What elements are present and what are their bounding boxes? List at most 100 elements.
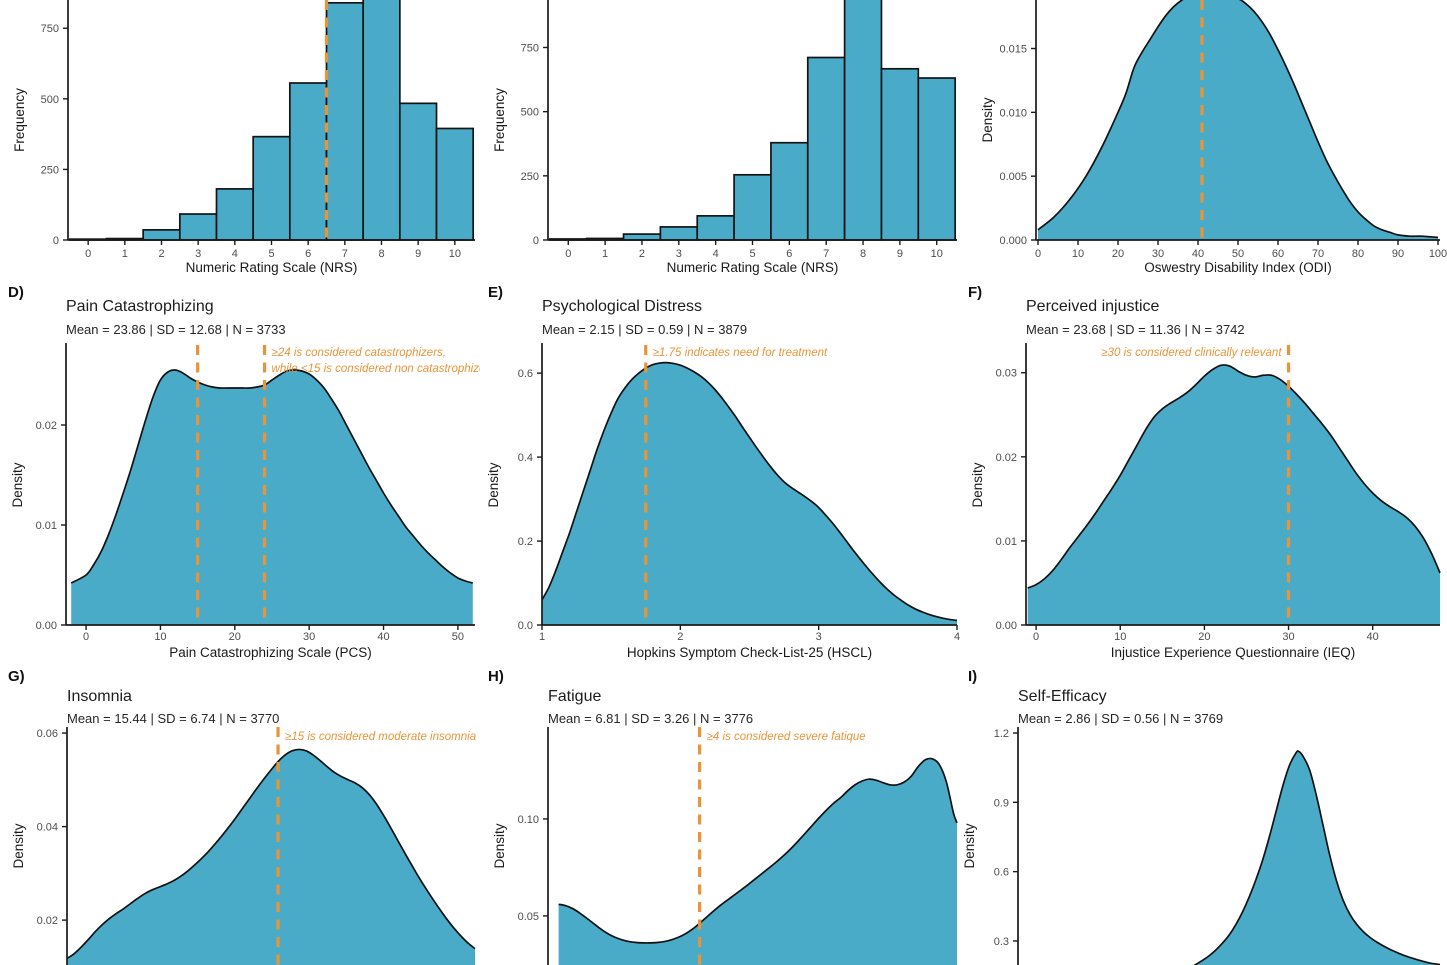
panel-g-insomnia-density-plot: 0.02 0.04 0.06 Density ≥15 is considered mod… <box>11 727 476 965</box>
svg-text:4: 4 <box>232 248 238 260</box>
svg-text:250: 250 <box>521 171 539 183</box>
svg-text:5: 5 <box>268 248 274 260</box>
axes <box>1025 343 1440 626</box>
svg-text:0.015: 0.015 <box>999 44 1027 56</box>
svg-text:10: 10 <box>449 248 461 260</box>
density-area <box>1195 750 1440 965</box>
svg-text:0.02: 0.02 <box>996 452 1017 464</box>
x-tick-labels: 0 10 20 30 40 50 <box>83 625 464 643</box>
y-tick-labels: 0.02 0.04 0.06 <box>37 728 67 927</box>
x-axis-label: Pain Catastrophizing Scale (PCS) <box>169 645 372 660</box>
y-axis-label: Density <box>486 462 501 507</box>
svg-text:0.4: 0.4 <box>518 452 533 464</box>
panel-g-title: Insomnia <box>67 688 132 705</box>
svg-text:1: 1 <box>602 248 608 260</box>
svg-text:0.6: 0.6 <box>518 368 533 380</box>
y-axis-label: Density <box>970 462 985 507</box>
svg-text:500: 500 <box>41 94 59 106</box>
panel-d: D) Pain Catastrophizing Mean = 23.86 | S… <box>0 278 480 662</box>
svg-text:2: 2 <box>677 631 683 643</box>
svg-text:8: 8 <box>378 248 384 260</box>
panel-a-nrs-histogram: 0 250 500 750 0 1 2 3 4 5 6 7 8 9 10 Numeric Rating Sca… <box>12 0 475 275</box>
svg-text:20: 20 <box>1198 631 1210 643</box>
panel-g: G) Insomnia Mean = 15.44 | SD = 6.74 | N… <box>0 662 480 965</box>
x-axis-label: Hopkins Symptom Check-List-25 (HSCL) <box>627 645 872 660</box>
svg-text:90: 90 <box>1392 248 1404 260</box>
panel-c: 0.000 0.005 0.010 0.015 0 10 20 30 40 50 60 70 80 90 1… <box>960 0 1447 278</box>
y-tick-labels: 0.000 0.005 0.010 0.015 <box>999 44 1036 247</box>
panel-i-label: I) <box>968 668 978 685</box>
panel-f-label: F) <box>968 284 983 301</box>
cutoff-annotation: ≥1.75 indicates need for treatment <box>653 347 828 359</box>
svg-text:20: 20 <box>1112 248 1124 260</box>
svg-text:8: 8 <box>860 248 866 260</box>
y-axis-label: Density <box>980 97 995 142</box>
y-axis-label: Frequency <box>12 88 27 152</box>
svg-text:30: 30 <box>1152 248 1164 260</box>
panel-i-title: Self-Efficacy <box>1018 688 1107 705</box>
x-tick-labels: 0 10 20 30 40 50 60 70 80 90 100 <box>1035 240 1447 260</box>
svg-text:40: 40 <box>1192 248 1204 260</box>
x-axis-label: Numeric Rating Scale (NRS) <box>186 260 358 275</box>
y-tick-labels: 0 250 500 750 <box>41 23 68 247</box>
panel-h-label: H) <box>488 668 504 685</box>
x-axis-label: Injustice Experience Questionnaire (IEQ) <box>1111 645 1356 660</box>
svg-text:10: 10 <box>1072 248 1084 260</box>
svg-text:10: 10 <box>1114 631 1126 643</box>
svg-text:9: 9 <box>897 248 903 260</box>
y-tick-labels: 0.0 0.2 0.4 0.6 <box>518 368 542 632</box>
svg-text:10: 10 <box>154 631 166 643</box>
svg-text:1: 1 <box>539 631 545 643</box>
panel-d-subtitle: Mean = 23.86 | SD = 12.68 | N = 3733 <box>66 322 286 337</box>
panel-b-nrs-histogram: 0 250 500 750 0 1 2 3 4 5 6 7 8 9 10 Numeric Rating Sca… <box>492 0 957 275</box>
panel-e-title: Psychological Distress <box>542 298 703 315</box>
panel-h-subtitle: Mean = 6.81 | SD = 3.26 | N = 3776 <box>548 711 754 726</box>
svg-text:70: 70 <box>1312 248 1324 260</box>
svg-text:1: 1 <box>122 248 128 260</box>
y-axis-label: Density <box>11 823 26 868</box>
svg-text:0.005: 0.005 <box>999 171 1027 183</box>
density-curve <box>1027 364 1441 589</box>
svg-text:0.01: 0.01 <box>996 536 1017 548</box>
panel-f: F) Perceived injustice Mean = 23.68 | SD… <box>960 278 1447 662</box>
svg-text:4: 4 <box>954 631 960 643</box>
y-tick-labels: 0.00 0.01 0.02 0.03 <box>996 368 1026 632</box>
panel-i-self-efficacy-density-plot: 0.3 0.6 0.9 1.2 Density <box>962 727 1441 965</box>
panel-h-title: Fatigue <box>548 688 602 705</box>
svg-text:750: 750 <box>41 23 59 35</box>
svg-text:9: 9 <box>415 248 421 260</box>
x-tick-labels: 1 2 3 4 <box>539 625 960 643</box>
svg-text:3: 3 <box>676 248 682 260</box>
svg-text:750: 750 <box>521 42 539 54</box>
panel-g-subtitle: Mean = 15.44 | SD = 6.74 | N = 3770 <box>67 711 280 726</box>
svg-text:0.2: 0.2 <box>518 536 533 548</box>
x-tick-labels: 0 1 2 3 4 5 6 7 8 9 10 <box>85 240 461 260</box>
panel-c-odi-density-plot: 0.000 0.005 0.010 0.015 0 10 20 30 40 50 60 70 80 90 1… <box>980 0 1447 275</box>
svg-text:0: 0 <box>533 235 539 247</box>
svg-text:7: 7 <box>342 248 348 260</box>
svg-text:3: 3 <box>816 631 822 643</box>
y-axis-label: Frequency <box>492 88 507 152</box>
density-curve <box>66 748 476 960</box>
svg-text:0: 0 <box>1035 248 1041 260</box>
svg-text:0: 0 <box>85 248 91 260</box>
x-axis-label: Oswestry Disability Index (ODI) <box>1144 260 1332 275</box>
svg-text:50: 50 <box>1232 248 1244 260</box>
svg-text:0.000: 0.000 <box>999 235 1027 247</box>
density-area <box>542 362 957 625</box>
axes <box>65 343 475 626</box>
density-area <box>558 758 957 965</box>
svg-text:30: 30 <box>1282 631 1294 643</box>
svg-text:3: 3 <box>195 248 201 260</box>
svg-text:2: 2 <box>639 248 645 260</box>
x-axis-label: Numeric Rating Scale (NRS) <box>667 260 839 275</box>
svg-text:0.010: 0.010 <box>999 107 1027 119</box>
svg-text:0: 0 <box>1033 631 1039 643</box>
svg-text:0.05: 0.05 <box>518 911 539 923</box>
svg-text:50: 50 <box>452 631 464 643</box>
panel-f-ieq-density-plot: 0.00 0.01 0.02 0.03 0 10 20 30 40 Injustice Exper… <box>970 343 1441 660</box>
svg-text:250: 250 <box>41 164 59 176</box>
panel-d-title: Pain Catastrophizing <box>66 298 214 315</box>
y-axis-label: Density <box>10 462 25 507</box>
